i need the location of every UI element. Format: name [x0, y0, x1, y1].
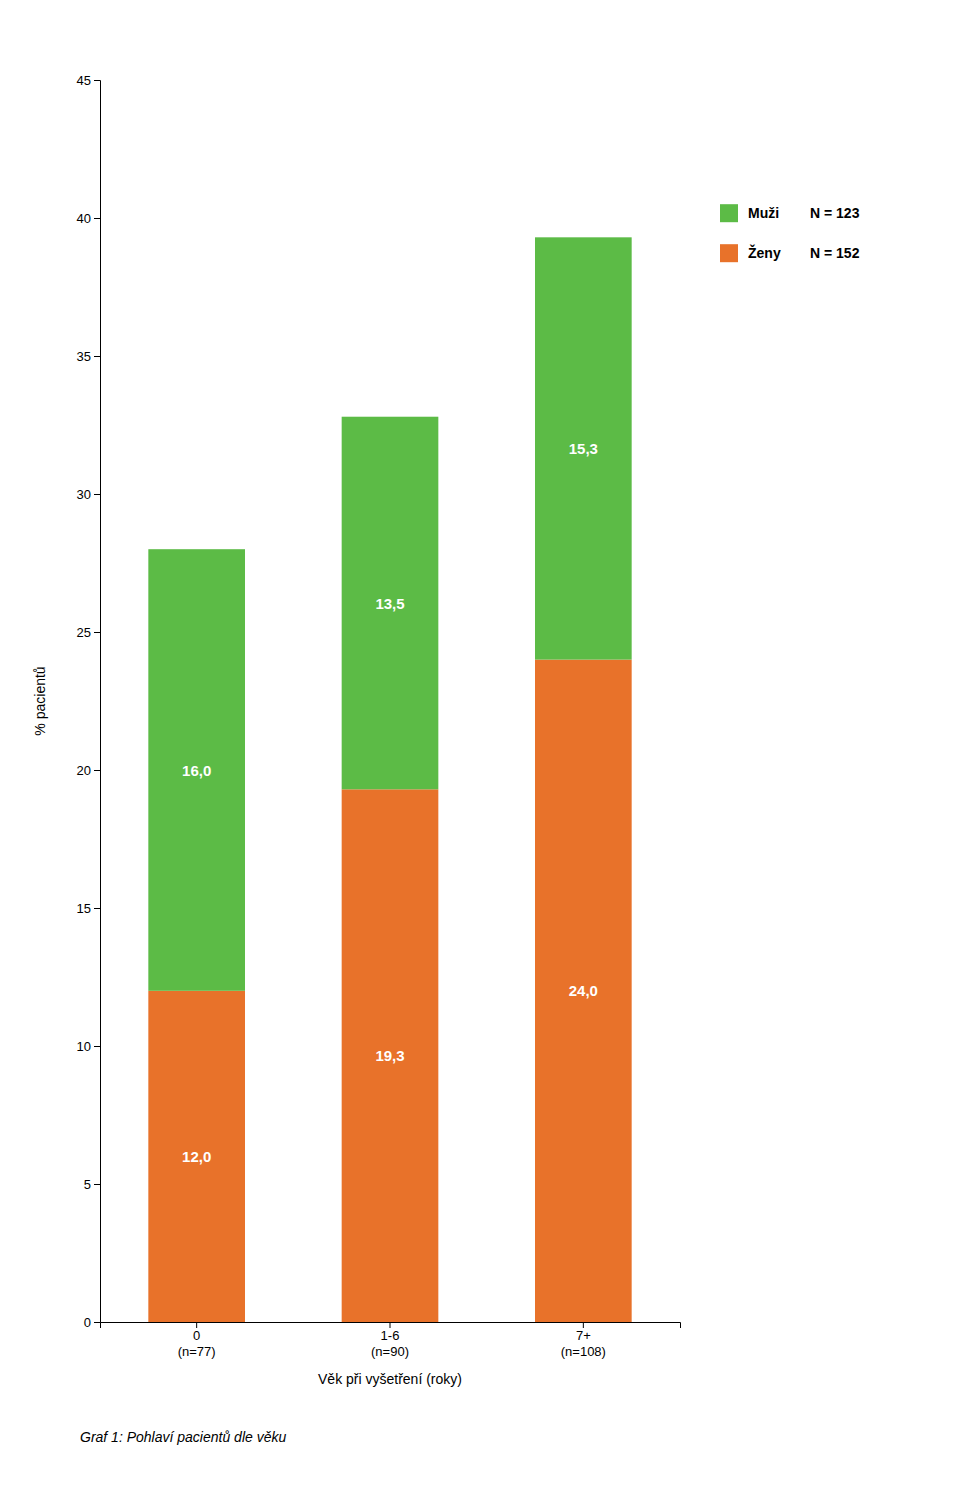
- bar: [342, 789, 439, 1322]
- x-axis: 0(n=77) 1-6(n=90) 7+(n=108): [101, 1322, 681, 1359]
- y-tick: 0: [84, 1315, 100, 1330]
- x-tick-label: 0(n=77): [178, 1328, 216, 1359]
- y-tick-label: 0: [84, 1315, 91, 1330]
- x-tick: 1-6(n=90): [371, 1322, 409, 1359]
- legend-note: N = 123: [810, 205, 860, 221]
- data-labels: 12,0 19,3 24,0 16,0 13,5 15,3: [182, 440, 598, 1165]
- chart: 0 5 10 15 20 25 30 35 40 45 0(n=77) 1-6(n=90) 7+(n=1…: [0, 0, 960, 1512]
- y-tick: 30: [77, 487, 100, 502]
- bar: [535, 237, 632, 659]
- data-label: 13,5: [375, 595, 404, 612]
- x-tick: 7+(n=108): [561, 1322, 606, 1359]
- y-axis-line: [94, 81, 101, 1323]
- bar: [148, 549, 245, 991]
- bar-series: [148, 237, 631, 990]
- data-label: 15,3: [569, 440, 598, 457]
- y-tick: 45: [77, 73, 100, 88]
- legend-label: Ženy: [748, 244, 781, 261]
- y-tick: 5: [84, 1177, 100, 1192]
- data-label: 24,0: [569, 982, 598, 999]
- y-tick: 25: [77, 625, 100, 640]
- x-tick-label: 1-6(n=90): [371, 1328, 409, 1359]
- y-tick-mark: [94, 80, 100, 81]
- y-tick-mark: [94, 632, 100, 633]
- y-tick: 40: [77, 211, 100, 226]
- data-label: 12,0: [182, 1148, 211, 1165]
- bar: [342, 417, 439, 790]
- y-tick-label: 45: [77, 73, 91, 88]
- y-tick-mark: [94, 908, 100, 909]
- y-tick: 35: [77, 349, 100, 364]
- legend-swatch: [720, 244, 738, 262]
- y-tick-mark: [94, 1184, 100, 1185]
- y-tick-label: 30: [77, 487, 91, 502]
- y-tick-label: 15: [77, 901, 91, 916]
- y-tick-label: 35: [77, 349, 91, 364]
- legend: Muži N = 123 Ženy N = 152: [720, 204, 860, 262]
- y-tick: 10: [77, 1039, 100, 1054]
- legend-item: Muži N = 123: [720, 204, 860, 222]
- y-tick-mark: [94, 770, 100, 771]
- y-tick-label: 25: [77, 625, 91, 640]
- plot: 0 5 10 15 20 25 30 35 40 45 0(n=77) 1-6(n=90) 7+(n=1…: [32, 73, 681, 1387]
- y-axis-title: % pacientů: [32, 666, 48, 735]
- data-label: 16,0: [182, 762, 211, 779]
- y-tick-mark: [94, 494, 100, 495]
- y-tick-label: 20: [77, 763, 91, 778]
- x-tick-mark: [196, 1322, 197, 1328]
- legend-swatch: [720, 204, 738, 222]
- bar: [148, 991, 245, 1322]
- y-axis: 0 5 10 15 20 25 30 35 40 45: [77, 73, 101, 1330]
- y-tick-label: 40: [77, 211, 91, 226]
- legend-note: N = 152: [810, 245, 860, 261]
- y-tick-mark: [94, 356, 100, 357]
- x-tick-mark: [583, 1322, 584, 1328]
- bars: [148, 237, 631, 1322]
- y-tick-label: 5: [84, 1177, 91, 1192]
- bar: [535, 660, 632, 1322]
- caption: Graf 1: Pohlaví pacientů dle věku: [80, 1429, 286, 1445]
- y-tick: 15: [77, 901, 100, 916]
- y-tick-mark: [94, 1046, 100, 1047]
- data-label: 19,3: [375, 1047, 404, 1064]
- x-tick: 0(n=77): [178, 1322, 216, 1359]
- x-tick-mark: [390, 1322, 391, 1328]
- legend-item: Ženy N = 152: [720, 244, 860, 262]
- x-axis-title: Věk při vyšetření (roky): [318, 1371, 462, 1387]
- y-tick-label: 10: [77, 1039, 91, 1054]
- legend-label: Muži: [748, 205, 779, 221]
- x-tick-label: 7+(n=108): [561, 1328, 606, 1359]
- x-axis-line: [101, 1323, 681, 1329]
- y-tick: 20: [77, 763, 100, 778]
- y-tick-mark: [94, 218, 100, 219]
- y-tick-mark: [94, 1322, 100, 1323]
